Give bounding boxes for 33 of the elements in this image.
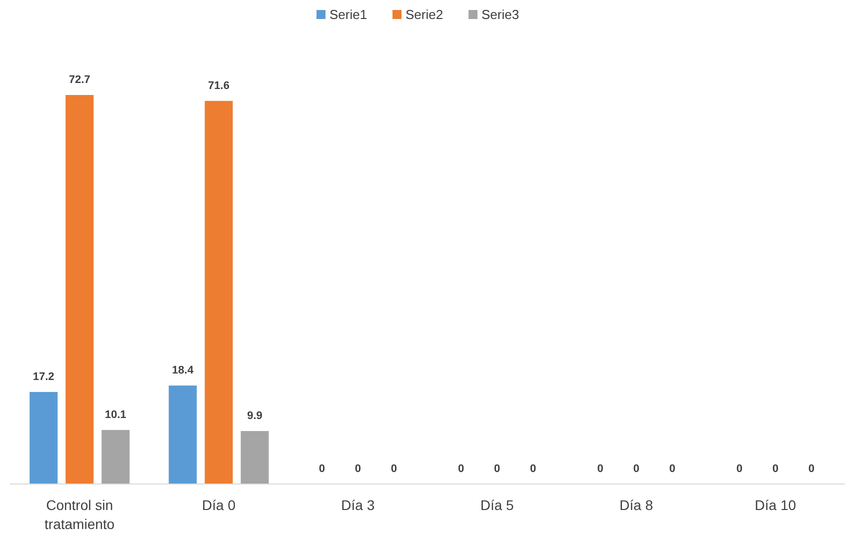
data-label: 0 xyxy=(808,463,814,475)
data-label: 0 xyxy=(494,463,500,475)
bar xyxy=(204,100,233,484)
data-label: 0 xyxy=(458,463,464,475)
data-label: 0 xyxy=(736,463,742,475)
data-label: 0 xyxy=(318,463,325,475)
bar xyxy=(102,430,130,484)
data-label: 0 xyxy=(354,463,361,475)
bar xyxy=(30,392,58,484)
x-tick-label: Día 0 xyxy=(202,497,236,513)
data-label: 18.4 xyxy=(172,364,194,377)
data-label: 0 xyxy=(390,463,397,475)
x-tick-label: Día 8 xyxy=(620,497,654,513)
legend-label: Serie1 xyxy=(330,7,368,22)
data-label: 72.7 xyxy=(68,74,90,86)
data-label: 0 xyxy=(669,463,676,475)
data-label: 9.9 xyxy=(247,410,262,422)
bar xyxy=(168,386,197,484)
data-label: 0 xyxy=(772,463,778,475)
data-label: 10.1 xyxy=(104,408,126,421)
x-tick-label: Día 3 xyxy=(341,497,375,513)
x-tick-label: Control sin tratamiento xyxy=(44,497,115,532)
data-label: 0 xyxy=(597,463,604,475)
x-tick-label: Día 5 xyxy=(480,497,514,513)
bar xyxy=(66,95,94,484)
data-label: 0 xyxy=(530,463,536,475)
data-label: 0 xyxy=(633,463,640,475)
bar xyxy=(240,431,269,484)
x-tick-label: Día 10 xyxy=(754,497,796,513)
data-label: 17.2 xyxy=(32,370,54,383)
data-label: 71.6 xyxy=(208,80,230,92)
legend-label: Serie2 xyxy=(406,7,444,22)
legend-label: Serie3 xyxy=(482,7,520,22)
